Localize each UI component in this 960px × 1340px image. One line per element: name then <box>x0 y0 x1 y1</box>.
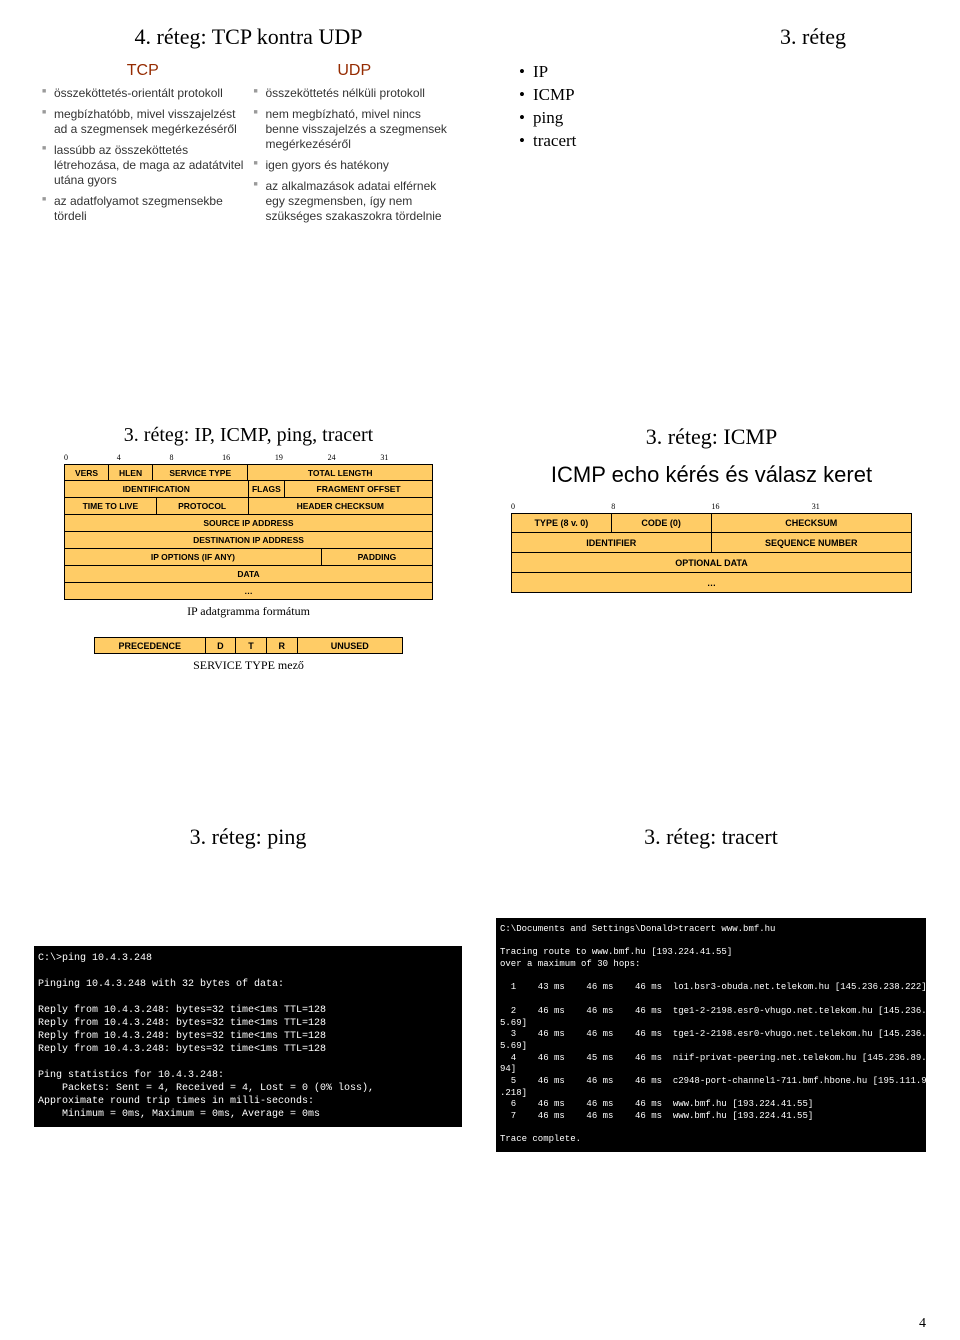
layer3-list: IP ICMP ping tracert <box>497 62 926 151</box>
list-item: ICMP <box>519 85 926 105</box>
slide-ping: 3. réteg: ping C:\>ping 10.4.3.248 Pingi… <box>34 820 462 1140</box>
slide-title: 3. réteg <box>497 24 926 50</box>
ip-datagram-table: VERSHLENSERVICE TYPETOTAL LENGTHIDENTIFI… <box>64 464 433 600</box>
slide-title: 3. réteg: IP, ICMP, ping, tracert <box>34 424 463 447</box>
tcp-list: összeköttetés-orientált protokoll megbíz… <box>42 86 244 224</box>
bit-ruler: 04816192431 <box>64 453 433 464</box>
slide-title: 3. réteg: tracert <box>496 824 926 850</box>
udp-item: igen gyors és hatékony <box>254 158 456 173</box>
slide-icmp: 3. réteg: ICMP ICMP echo kérés és válasz… <box>497 420 926 740</box>
tcp-item: lassúbb az összeköttetés létrehozása, de… <box>42 143 244 188</box>
list-item: tracert <box>519 131 926 151</box>
ip-caption: IP adatgramma formátum <box>64 604 433 619</box>
slide-layer3: 3. réteg IP ICMP ping tracert <box>497 20 926 340</box>
st-caption: SERVICE TYPE mező <box>94 658 403 673</box>
udp-item: nem megbízható, mivel nincs benne vissza… <box>254 107 456 152</box>
slide-ip-datagram: 3. réteg: IP, ICMP, ping, tracert 048161… <box>34 420 463 740</box>
ping-terminal: C:\>ping 10.4.3.248 Pinging 10.4.3.248 w… <box>34 946 462 1127</box>
slide-title: 3. réteg: ICMP <box>497 424 926 450</box>
slide-title: 4. réteg: TCP kontra UDP <box>34 24 463 50</box>
tracert-terminal: C:\Documents and Settings\Donald>tracert… <box>496 918 926 1152</box>
service-type-row: PRECEDENCEDTRUNUSED <box>94 637 403 654</box>
slide-title: 3. réteg: ping <box>34 824 462 850</box>
udp-head: UDP <box>254 62 456 80</box>
udp-item: összeköttetés nélküli protokoll <box>254 86 456 101</box>
tcp-item: összeköttetés-orientált protokoll <box>42 86 244 101</box>
icmp-table: TYPE (8 v. 0)CODE (0)CHECKSUMIDENTIFIERS… <box>511 513 912 593</box>
tcp-item: az adatfolyamot szegmensekbe tördeli <box>42 194 244 224</box>
tcp-head: TCP <box>42 62 244 80</box>
bit-ruler: 081631 <box>511 502 912 513</box>
tcp-item: megbízhatóbb, mivel visszajelzést ad a s… <box>42 107 244 137</box>
udp-list: összeköttetés nélküli protokoll nem megb… <box>254 86 456 224</box>
icmp-subtitle: ICMP echo kérés és válasz keret <box>511 462 912 488</box>
list-item: IP <box>519 62 926 82</box>
udp-item: az alkalmazások adatai elférnek egy szeg… <box>254 179 456 224</box>
list-item: ping <box>519 108 926 128</box>
slide-tcp-udp: 4. réteg: TCP kontra UDP TCP összeköttet… <box>34 20 463 340</box>
slide-tracert: 3. réteg: tracert C:\Documents and Setti… <box>496 820 926 1140</box>
page-number: 4 <box>919 1316 926 1332</box>
